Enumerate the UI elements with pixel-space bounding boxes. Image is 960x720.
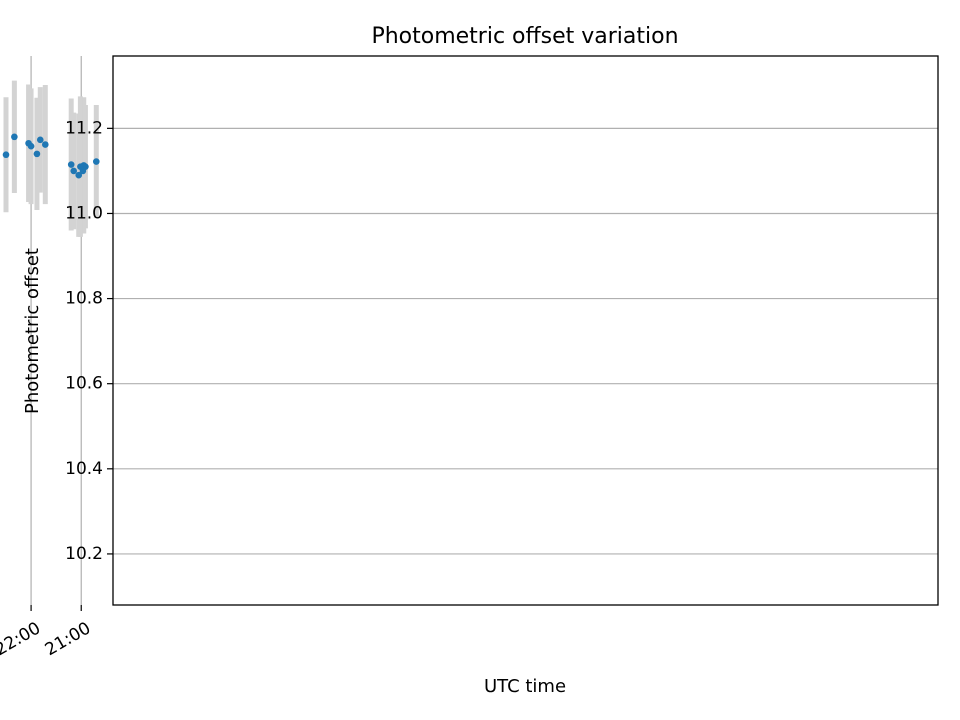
y-axis-label: Photometric offset	[22, 248, 43, 414]
y-tick-label: 11.0	[65, 203, 103, 223]
data-point	[11, 133, 18, 141]
data-point	[36, 136, 44, 144]
x-tick-label: 22:00	[0, 618, 44, 660]
data-point	[67, 161, 75, 168]
grid	[30, 56, 938, 605]
data-point	[70, 167, 78, 175]
x-tick-label: 21:00	[42, 618, 94, 660]
errorbars	[3, 80, 99, 237]
ticks: 21:0022:0023:0000:0001:0002:0003:0010.21…	[0, 118, 113, 660]
y-tick-label: 11.2	[65, 118, 103, 138]
data-point	[75, 171, 83, 179]
y-tick-label: 10.4	[65, 459, 103, 479]
data-point	[92, 158, 100, 165]
data-point	[2, 151, 10, 159]
data-point	[25, 139, 32, 147]
data-points	[2, 133, 100, 179]
y-tick-label: 10.8	[65, 289, 103, 309]
chart-title: Photometric offset variation	[371, 24, 678, 49]
x-axis-label: UTC time	[484, 676, 566, 697]
data-point	[77, 163, 84, 170]
plot-frame	[112, 55, 939, 606]
data-point	[33, 150, 41, 158]
y-tick-label: 10.6	[65, 374, 103, 394]
y-tick-label: 10.2	[65, 544, 103, 564]
data-point	[41, 141, 49, 148]
